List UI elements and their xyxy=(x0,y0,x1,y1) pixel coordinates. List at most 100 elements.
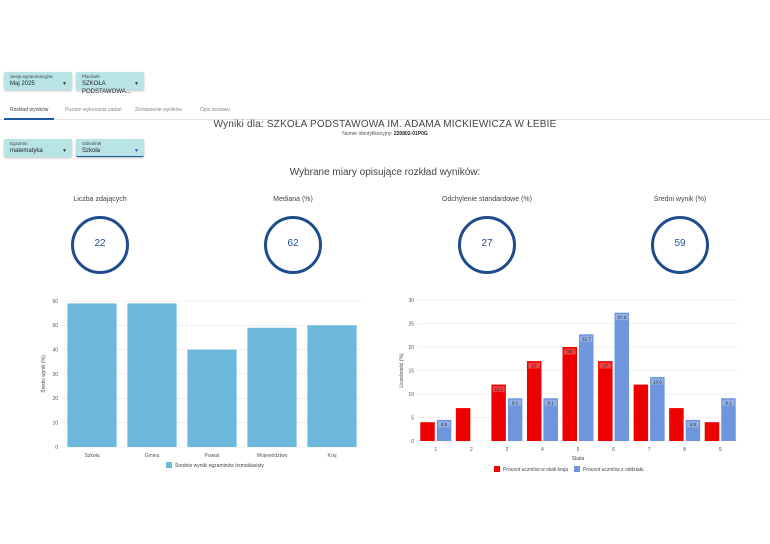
x-tick-label: 4 xyxy=(541,447,544,453)
legend-label: Średnie wyniki egzaminów ósmoklasisty xyxy=(175,461,264,469)
metric-ring-median xyxy=(264,216,322,274)
metric-label-median: Mediana (%) xyxy=(273,196,313,203)
chevron-down-icon: ▼ xyxy=(62,148,67,154)
x-tick-label: 3 xyxy=(505,447,508,453)
bar xyxy=(455,408,471,441)
bar xyxy=(669,408,684,441)
section-title: Wybrane miary opisujące rozkład wyników: xyxy=(289,167,481,178)
x-tick-label: 9 xyxy=(719,447,722,453)
data-label-bg xyxy=(686,421,699,428)
y-tick-label: 50 xyxy=(52,323,58,329)
active-tab-indicator xyxy=(4,118,54,120)
metric-label-mean: Średni wynik (%) xyxy=(653,196,707,203)
school-id: Numer identyfikacyjny: 220802-01P0G xyxy=(0,131,770,137)
bar xyxy=(526,361,542,441)
data-label: 22.7 xyxy=(582,337,591,342)
bar xyxy=(436,419,452,441)
data-label: 13.6 xyxy=(653,379,662,384)
exam-session-dropdown[interactable]: Sesja egzaminacyjna Maj 2025 ▼ xyxy=(4,72,72,90)
y-tick-label: 30 xyxy=(52,372,58,378)
data-label: 20 xyxy=(567,349,573,354)
y-axis-label: Średni wynik (%) xyxy=(39,355,47,393)
x-axis-label: Skala xyxy=(572,456,585,462)
school-type-value: SZKOŁA PODSTAWOWA... xyxy=(82,81,131,95)
metric-value-passed: 22 xyxy=(94,238,106,249)
data-label-bg xyxy=(651,378,664,385)
data-label-bg xyxy=(492,386,505,393)
metric-value-median: 62 xyxy=(287,238,299,249)
bar xyxy=(598,361,613,441)
data-label: 9.1 xyxy=(725,400,732,405)
bar xyxy=(633,384,649,441)
legend-label: Procent uczniów z oddziału xyxy=(583,467,644,473)
y-tick-label: 25 xyxy=(408,321,414,327)
y-tick-label: 10 xyxy=(408,392,414,398)
bar xyxy=(491,384,506,441)
exam-dropdown[interactable]: Egzamin matematyka ▼ xyxy=(4,139,72,157)
bar xyxy=(685,419,701,441)
x-tick-label: 2 xyxy=(470,447,473,453)
exam-label: Egzamin xyxy=(10,141,28,146)
tab-description[interactable]: Opis zestawu xyxy=(200,107,231,113)
page-title: Wyniki dla: SZKOŁA PODSTAWOWA IM. ADAMA … xyxy=(213,119,557,130)
y-tick-label: 15 xyxy=(408,368,414,374)
data-label-bg xyxy=(599,362,612,369)
y-tick-label: 60 xyxy=(52,299,58,305)
metric-ring-stddev xyxy=(458,216,516,274)
legend-label: Procent uczniów w skali kraju xyxy=(503,467,569,473)
metric-ring-passed xyxy=(71,216,129,274)
data-label-bg xyxy=(438,421,451,428)
bar xyxy=(307,325,357,447)
chevron-down-icon: ▼ xyxy=(62,81,67,87)
bar xyxy=(507,398,523,441)
bar xyxy=(650,377,665,441)
legend-swatch xyxy=(166,462,172,468)
y-tick-label: 20 xyxy=(52,396,58,402)
exam-session-label: Sesja egzaminacyjna xyxy=(10,74,53,79)
y-tick-label: 20 xyxy=(408,345,414,351)
data-label-bg xyxy=(722,399,735,406)
tab-summary[interactable]: Zestawienie wyników xyxy=(135,107,182,113)
chevron-down-icon: ▼ xyxy=(134,81,139,87)
compare-label: Odnośnik xyxy=(82,141,102,146)
metric-label-stddev: Odchylenie standardowe (%) xyxy=(442,196,532,203)
data-label: 17 xyxy=(603,363,609,368)
compare-dropdown[interactable]: Odnośnik Szkoła ▼ xyxy=(76,139,144,157)
data-label-bg xyxy=(509,399,522,406)
bar xyxy=(420,422,435,441)
data-label-bg xyxy=(544,399,557,406)
bar xyxy=(562,347,577,441)
y-tick-label: 0 xyxy=(55,445,58,451)
bar xyxy=(614,312,630,441)
tab-task-level[interactable]: Poziom wykonania zadań xyxy=(65,107,122,113)
school-id-value: 220802-01P0G xyxy=(393,131,428,137)
bar xyxy=(67,303,117,447)
tab-distribution[interactable]: Rozkład wyników xyxy=(10,107,49,113)
compare-value: Szkoła xyxy=(82,148,101,154)
metric-ring-mean xyxy=(651,216,709,274)
y-axis-label: Liczebność (%) xyxy=(399,353,405,388)
y-tick-label: 30 xyxy=(408,298,414,304)
data-label: 17 xyxy=(532,363,538,368)
y-tick-label: 40 xyxy=(52,347,58,353)
data-label-bg xyxy=(615,314,628,321)
legend-swatch xyxy=(574,466,580,472)
chevron-down-icon: ▼ xyxy=(134,148,139,154)
data-label: 4.5 xyxy=(441,422,448,427)
tab-bar: Rozkład wyników Poziom wykonania zadań Z… xyxy=(0,104,770,120)
bar xyxy=(543,398,558,441)
exam-value: matematyka xyxy=(10,148,43,154)
x-tick-label: 6 xyxy=(612,447,615,453)
school-type-dropdown[interactable]: Placówki SZKOŁA PODSTAWOWA... ▼ xyxy=(76,72,144,95)
y-tick-label: 10 xyxy=(52,420,58,426)
x-tick-label: Szkoła xyxy=(84,453,99,459)
data-label-bg xyxy=(580,335,593,342)
data-label: 4.5 xyxy=(690,422,697,427)
data-label: 9.1 xyxy=(512,400,519,405)
data-label-bg xyxy=(563,348,576,355)
metric-value-mean: 59 xyxy=(674,238,686,249)
data-label: 27.3 xyxy=(617,315,626,320)
data-label: 12.1 xyxy=(494,387,503,392)
